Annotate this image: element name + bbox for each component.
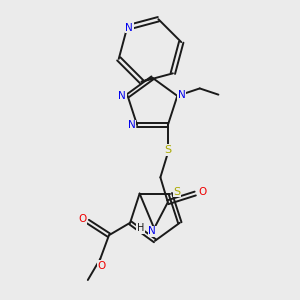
Text: N: N (178, 90, 186, 100)
Text: O: O (78, 214, 86, 224)
Text: O: O (198, 187, 206, 197)
Text: N: N (125, 22, 133, 33)
Text: N: N (118, 91, 126, 101)
Text: O: O (98, 261, 106, 271)
Text: N: N (128, 120, 136, 130)
Text: S: S (164, 145, 171, 155)
Text: S: S (174, 187, 181, 196)
Text: H: H (137, 224, 144, 233)
Text: N: N (148, 226, 156, 236)
